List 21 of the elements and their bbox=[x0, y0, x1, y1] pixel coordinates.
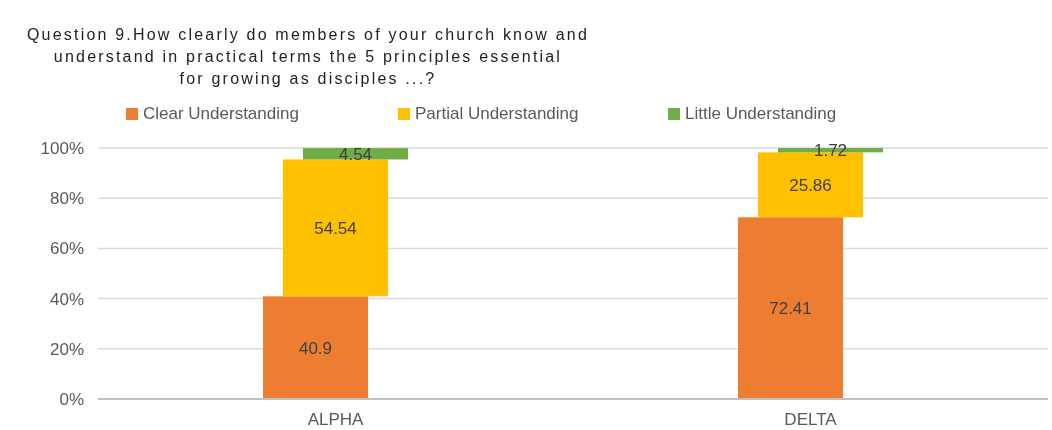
data-label: 54.54 bbox=[314, 218, 357, 238]
y-tick-label: 60% bbox=[49, 239, 84, 259]
bar bbox=[738, 217, 843, 399]
chart-title: Question 9.How clearly do members of your church know and understand in practical terms the 5 principles essential for growing as disciples ...? bbox=[26, 26, 590, 87]
legend-label: Clear Understanding bbox=[143, 104, 299, 123]
data-label: 25.86 bbox=[789, 175, 832, 195]
data-label: 4.54 bbox=[338, 144, 373, 164]
data-label: 40.9 bbox=[298, 338, 333, 358]
y-tick-label: 40% bbox=[49, 289, 84, 309]
y-tick-label: 20% bbox=[49, 339, 84, 359]
data-label: 72.41 bbox=[769, 299, 812, 319]
legend-label: Partial Understanding bbox=[415, 104, 579, 123]
data-label: 1.72 bbox=[813, 141, 848, 161]
y-tick-label: 80% bbox=[49, 189, 84, 209]
y-tick-label: 100% bbox=[40, 138, 84, 158]
x-tick-label: ALPHA bbox=[307, 410, 365, 429]
bar bbox=[283, 159, 388, 297]
bar bbox=[263, 296, 368, 399]
y-tick-label: 0% bbox=[59, 389, 84, 409]
x-tick-label: DELTA bbox=[784, 410, 838, 429]
legend-label: Little Understanding bbox=[685, 104, 837, 123]
